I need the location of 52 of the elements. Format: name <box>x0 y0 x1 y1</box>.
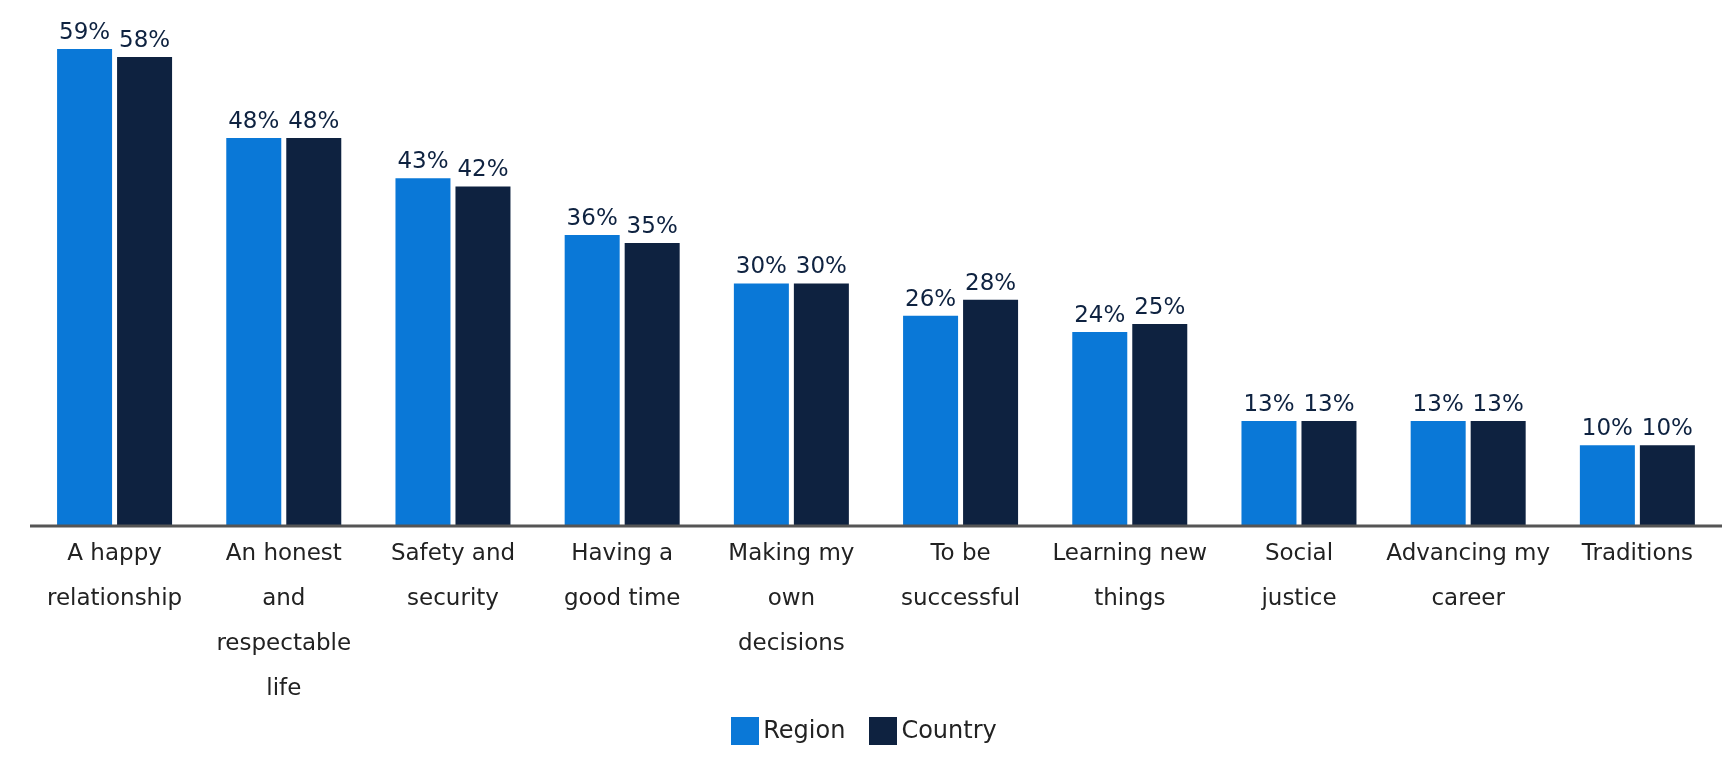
bar <box>395 178 451 526</box>
data-label: 43% <box>397 147 449 174</box>
data-label: 13% <box>1303 389 1355 416</box>
data-label: 13% <box>1243 389 1295 416</box>
bar <box>1410 420 1466 526</box>
data-label: 26% <box>905 284 957 311</box>
bar <box>455 186 511 526</box>
bar <box>793 283 849 526</box>
data-label: 25% <box>1134 292 1186 319</box>
data-label: 42% <box>457 155 509 182</box>
data-label: 48% <box>288 106 340 133</box>
bar <box>624 243 680 526</box>
legend-label: Country <box>901 716 997 744</box>
data-label: 13% <box>1412 389 1464 416</box>
bar <box>1470 420 1526 526</box>
bar <box>564 234 620 526</box>
bar <box>1639 445 1695 526</box>
legend-label: Region <box>763 716 846 744</box>
bar <box>226 137 282 526</box>
data-label: 30% <box>735 252 787 279</box>
data-label: 59% <box>59 18 111 44</box>
x-tick-label: To be successful <box>901 539 1021 610</box>
data-label: 10% <box>1581 414 1633 441</box>
data-label: 58% <box>119 26 171 53</box>
bar <box>1579 445 1635 526</box>
bar <box>117 57 173 526</box>
data-label: 35% <box>626 212 678 239</box>
x-tick-label: Social justice <box>1260 539 1337 610</box>
bar <box>1301 420 1357 526</box>
bar <box>903 315 959 526</box>
data-label: 10% <box>1641 414 1693 441</box>
x-tick-label: Having a good time <box>563 539 681 610</box>
x-tick-label: Advancing my career <box>1386 539 1551 610</box>
data-label: 30% <box>795 252 847 279</box>
bar <box>1132 323 1188 526</box>
bar <box>57 49 113 526</box>
bar <box>733 283 789 526</box>
data-label: 24% <box>1074 300 1126 327</box>
x-tick-label: Safety and security <box>390 539 516 610</box>
x-tick-label: An honest and respectable life <box>216 539 352 700</box>
bar <box>1072 331 1128 526</box>
bar <box>1241 420 1297 526</box>
x-tick-label: Making my own decisions <box>728 539 855 655</box>
data-label: 48% <box>228 106 280 133</box>
bar <box>963 299 1019 526</box>
x-tick-label: A happy relationship <box>47 539 183 610</box>
x-tick-label: Learning new things <box>1052 539 1208 610</box>
x-tick-label: Traditions <box>1580 539 1694 565</box>
data-label: 28% <box>965 268 1017 295</box>
data-label: 13% <box>1472 389 1524 416</box>
data-label: 36% <box>566 203 618 230</box>
bar <box>286 137 342 526</box>
